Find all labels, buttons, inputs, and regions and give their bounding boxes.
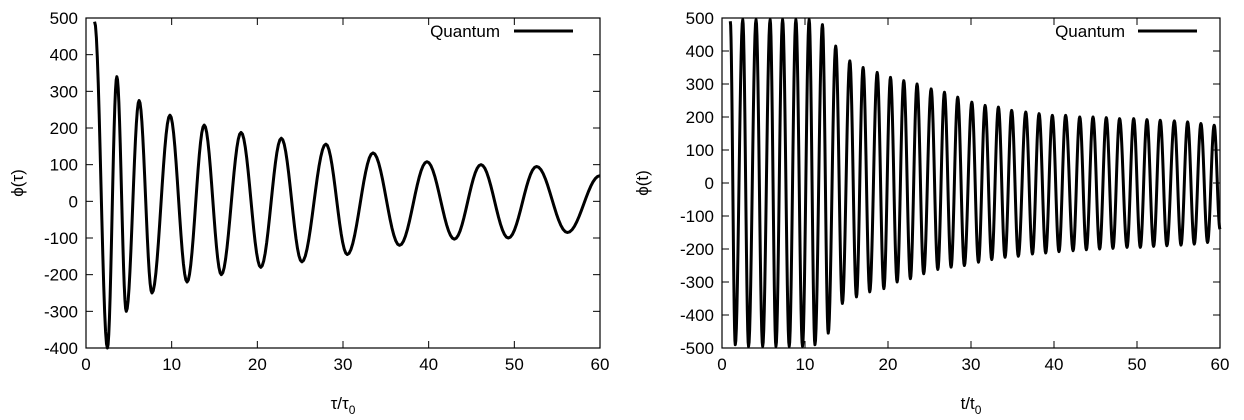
right-y-tick-label: -100 <box>680 207 714 226</box>
right-x-tick-label: 10 <box>796 355 815 374</box>
left-legend-label: Quantum <box>430 22 500 41</box>
right-x-tick-label: 50 <box>1128 355 1147 374</box>
left-y-tick-label: 0 <box>69 192 78 211</box>
left-y-tick-label: -200 <box>44 266 78 285</box>
right-y-tick-label: 300 <box>686 75 714 94</box>
right-y-axis-label: ϕ(t) <box>633 170 652 196</box>
left-x-axis-label: τ/τ0 <box>331 394 356 417</box>
left-x-tick-label: 40 <box>419 355 438 374</box>
left-y-tick-label: 300 <box>50 82 78 101</box>
right-y-tick-label: 400 <box>686 42 714 61</box>
left-x-tick-label: 30 <box>334 355 353 374</box>
right-series-quantum-line <box>728 18 1222 348</box>
right-x-axis-label: t/t0 <box>961 394 982 417</box>
left-y-tick-label: 100 <box>50 156 78 175</box>
right-x-tick-label: 30 <box>962 355 981 374</box>
left-tick-marks <box>85 17 601 349</box>
left-y-axis-label: ϕ(τ) <box>8 169 27 197</box>
left-x-axis-label-subscript: 0 <box>349 403 356 417</box>
right-x-tick-label: 0 <box>717 355 726 374</box>
right-x-tick-label: 60 <box>1211 355 1230 374</box>
left-y-tick-label: -400 <box>44 339 78 358</box>
right-y-tick-label: 200 <box>686 108 714 127</box>
right-x-tick-labels: 0 10 20 30 40 50 60 <box>717 355 1229 374</box>
right-x-axis-label-subscript: 0 <box>975 403 982 417</box>
right-tick-marks <box>721 17 1221 349</box>
right-y-tick-labels: 500 400 300 200 100 0 -100 -200 -300 -400 -500 <box>680 9 714 358</box>
left-y-tick-label: -300 <box>44 302 78 321</box>
left-y-tick-label: -100 <box>44 229 78 248</box>
left-series-quantum-line <box>93 21 601 350</box>
left-x-tick-label: 50 <box>505 355 524 374</box>
right-x-tick-label: 20 <box>879 355 898 374</box>
right-y-tick-label: -300 <box>680 273 714 292</box>
right-y-tick-label: -400 <box>680 306 714 325</box>
left-x-tick-labels: 0 10 20 30 40 50 60 <box>81 355 609 374</box>
left-x-axis-label-main: τ/τ <box>331 394 349 413</box>
left-x-tick-label: 0 <box>81 355 90 374</box>
left-x-tick-label: 20 <box>248 355 267 374</box>
right-y-tick-label: -200 <box>680 240 714 259</box>
right-legend-label: Quantum <box>1055 22 1125 41</box>
left-y-tick-label: 500 <box>50 9 78 28</box>
right-y-tick-label: 0 <box>705 174 714 193</box>
right-y-tick-label: 100 <box>686 141 714 160</box>
left-y-tick-label: 400 <box>50 46 78 65</box>
right-legend: Quantum <box>1055 22 1197 41</box>
left-y-tick-labels: 500 400 300 200 100 0 -100 -200 -300 -400 <box>44 9 78 358</box>
left-x-tick-label: 10 <box>162 355 181 374</box>
left-y-tick-label: 200 <box>50 119 78 138</box>
right-y-tick-label: 500 <box>686 9 714 28</box>
right-x-axis-label-main: t/t <box>961 394 975 413</box>
left-x-tick-label: 60 <box>591 355 610 374</box>
right-x-tick-label: 40 <box>1045 355 1064 374</box>
left-legend: Quantum <box>430 22 573 41</box>
right-y-tick-label: -500 <box>680 339 714 358</box>
